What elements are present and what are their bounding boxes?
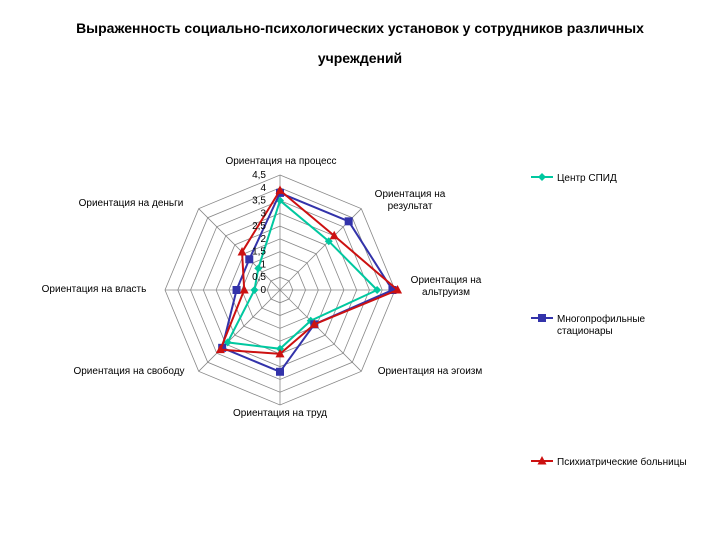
data-point [329,230,339,240]
series-3 [215,185,403,358]
data-point [254,264,263,273]
radar-grid [164,174,396,406]
axis-spoke [279,289,362,372]
legend-item: Центр СПИД [531,173,617,184]
tick-label: 4 [260,183,266,194]
data-point [276,344,284,353]
data-point [237,247,247,256]
data-point [275,185,285,194]
data-point [276,367,284,376]
legend-item: Многопрофильные стационары [531,313,646,337]
data-point [309,319,319,328]
chart-title-line-2: учреждений [317,50,403,66]
radar-series [215,185,403,376]
category-label: Ориентация на деньги [79,198,184,209]
tick-label: 1,5 [252,247,266,258]
legend-label: Многопрофильные стационары [557,313,646,337]
data-point [373,286,382,294]
series-1 [223,196,382,353]
tick-label: 2 [260,234,266,245]
axis-spoke [198,289,281,372]
series-2 [218,188,397,376]
data-point [250,286,259,294]
category-label: Ориентация на труд [233,408,327,419]
data-point [538,314,546,322]
data-point [218,343,227,352]
data-point [275,348,285,358]
tick-label: 0,5 [252,272,266,283]
legend-label: Центр СПИД [557,173,617,184]
series-line [218,188,400,355]
tick-label: 3,5 [252,196,266,207]
data-point [388,286,397,294]
category-label: Ориентация на свободу [73,365,184,377]
radar-labels: 0 0,5 11,5 2 2,5 33,5 4 4,5 Ориентация на процес… [42,156,483,419]
category-label: Ориентация на альтруизм [411,275,482,298]
data-point [245,255,254,264]
tick-label: 4,5 [252,170,266,181]
data-point [239,285,249,294]
tick-label: 2,5 [252,221,266,232]
data-point [215,344,225,354]
legend-label: Психиатрические больницы [557,456,687,468]
data-point [538,173,546,181]
category-label: Ориентация на власть [42,284,147,295]
tick-label: 3 [260,208,266,219]
data-point [537,456,547,465]
data-point [232,286,241,294]
data-point [393,285,403,294]
legend-item: Психиатрические больницы [531,456,687,468]
tick-label: 0 [260,285,266,296]
category-label: Ориентация на процесс [225,156,336,167]
data-point [344,217,353,226]
chart-title-line-1: Выраженность социально-психологических у… [76,20,644,36]
axis-spoke [198,208,281,291]
legend: Центр СПИД Многопрофильные стационары Психи… [531,173,687,468]
category-label: Ориентация на результат [375,189,446,212]
tick-label: 1 [260,259,266,270]
category-label: Ориентация на эгоизм [378,366,483,377]
